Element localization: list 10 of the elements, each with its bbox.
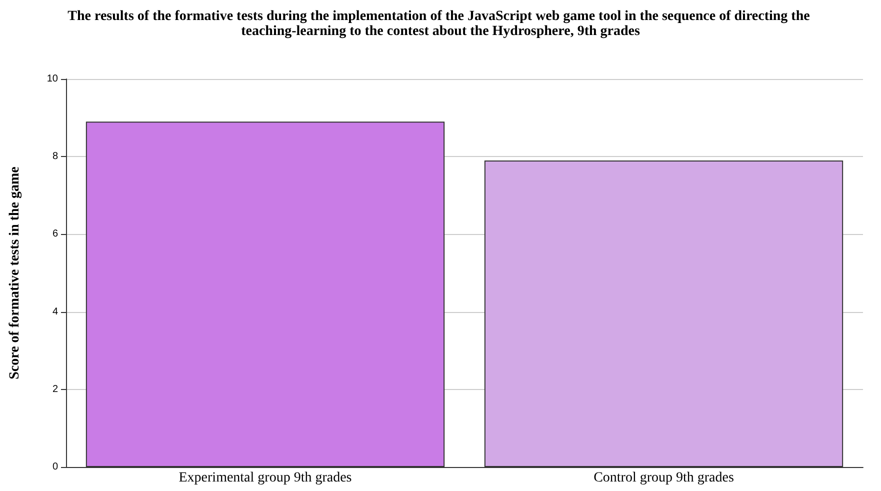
x-tick-label: Control group 9th grades bbox=[594, 470, 734, 486]
y-tick-label: 2 bbox=[52, 384, 58, 395]
y-axis-title: Score of formative tests in the game bbox=[8, 166, 22, 380]
y-tick-label: 6 bbox=[52, 228, 58, 240]
y-tick-label: 0 bbox=[52, 462, 58, 472]
y-tick-label: 8 bbox=[52, 151, 58, 162]
y-tick-label: 4 bbox=[52, 306, 58, 318]
chart-title: The results of the formative tests during the implementation of the JavaScript web game tool in the sequence of directing the teaching-learning to the contest about the Hydrosphere, 9th grades bbox=[68, 9, 814, 39]
x-tick-label: Experimental group 9th grades bbox=[178, 470, 352, 486]
y-tick-label: 10 bbox=[46, 74, 58, 84]
